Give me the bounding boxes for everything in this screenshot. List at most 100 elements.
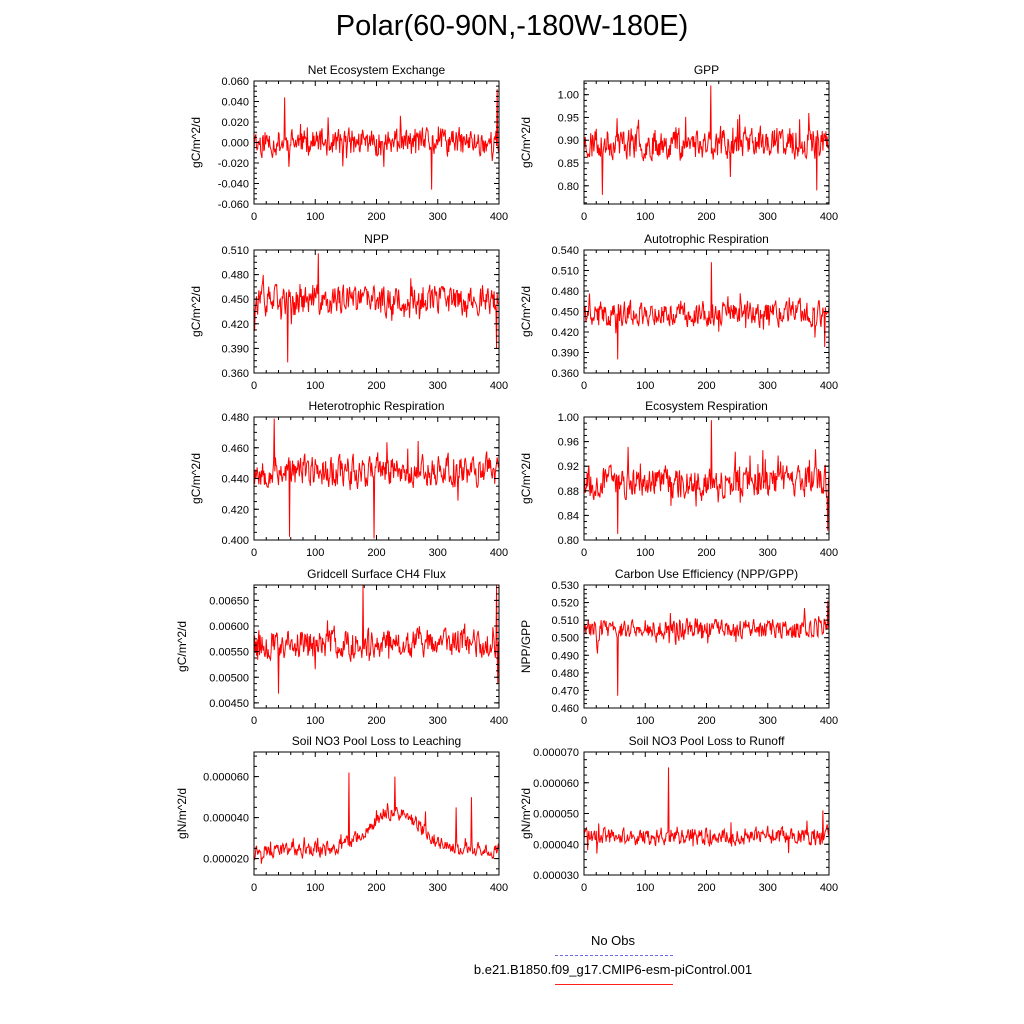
y-tick-label: 0.480 (221, 270, 249, 282)
y-tick-label: 0.540 (551, 245, 579, 257)
chart-title: Soil NO3 Pool Loss to Leaching (292, 734, 461, 748)
y-tick-label: 0.400 (221, 535, 249, 547)
x-tick-label: 100 (306, 715, 324, 727)
x-tick-label: 400 (820, 547, 838, 559)
x-tick-label: 400 (820, 715, 838, 727)
y-axis-label: gC/m^2/d (519, 117, 533, 168)
legend-line-model (555, 984, 673, 985)
chart-title: Autotrophic Respiration (644, 232, 769, 246)
chart-panel-6: Ecosystem Respiration gC/m^2/d 0 100 200 300 4… (519, 399, 838, 559)
y-tick-label: 1.00 (558, 90, 579, 102)
y-tick-label: 0.000070 (533, 747, 579, 759)
x-tick-label: 100 (306, 211, 324, 223)
x-tick-label: 100 (306, 882, 324, 894)
y-tick-label: -0.020 (218, 158, 249, 170)
y-tick-label: 0.00600 (209, 621, 249, 633)
x-tick-label: 300 (429, 882, 447, 894)
y-tick-label: 0.500 (551, 633, 579, 645)
x-tick-label: 200 (367, 211, 385, 223)
y-tick-label: 0.450 (551, 307, 579, 319)
y-tick-label: 0.85 (558, 158, 579, 170)
x-tick-label: 0 (251, 715, 257, 727)
x-tick-label: 0 (251, 547, 257, 559)
x-tick-label: 200 (367, 715, 385, 727)
x-tick-label: 0 (251, 882, 257, 894)
y-tick-label: 0.510 (221, 245, 249, 257)
x-tick-label: 100 (636, 380, 654, 392)
y-tick-label: -0.040 (218, 179, 249, 191)
x-tick-label: 200 (697, 380, 715, 392)
y-tick-label: 0.460 (551, 703, 579, 715)
chart-panel-8: Carbon Use Efficiency (NPP/GPP) NPP/GPP 0 1… (519, 567, 838, 727)
x-tick-label: 300 (429, 211, 447, 223)
y-tick-label: 0.96 (558, 437, 579, 449)
chart-title: Heterotrophic Respiration (308, 399, 444, 413)
y-tick-label: 0.470 (551, 685, 579, 697)
y-tick-label: 0.00650 (209, 595, 249, 607)
x-tick-label: 400 (490, 882, 508, 894)
y-tick-label: 0.530 (551, 580, 579, 592)
x-tick-label: 200 (697, 882, 715, 894)
y-tick-label: 0.00550 (209, 647, 249, 659)
series-line (583, 767, 830, 854)
x-tick-label: 0 (251, 211, 257, 223)
y-axis-label: gC/m^2/d (189, 117, 203, 168)
x-tick-label: 100 (306, 380, 324, 392)
series-line (253, 89, 500, 190)
y-tick-label: 0.000060 (203, 772, 249, 784)
y-tick-label: 0.000060 (533, 778, 579, 790)
x-tick-label: 400 (490, 547, 508, 559)
y-tick-label: 0.450 (221, 294, 249, 306)
y-tick-label: 0.000040 (533, 839, 579, 851)
y-axis-label: gC/m^2/d (189, 453, 203, 504)
y-tick-label: 0.360 (551, 368, 579, 380)
plot-frame (583, 584, 830, 709)
y-axis-label: gN/m^2/d (519, 788, 533, 839)
y-tick-label: 0.420 (221, 504, 249, 516)
x-tick-label: 100 (636, 547, 654, 559)
x-tick-label: 300 (759, 380, 777, 392)
y-tick-label: 0.00450 (209, 698, 249, 710)
y-tick-label: 0.92 (558, 461, 579, 473)
x-tick-label: 400 (490, 715, 508, 727)
chart-title: Soil NO3 Pool Loss to Runoff (629, 734, 786, 748)
y-tick-label: 0.440 (221, 474, 249, 486)
y-tick-label: 0.95 (558, 112, 579, 124)
y-tick-label: 0.480 (551, 668, 579, 680)
series-line (583, 85, 830, 195)
y-tick-label: 0.040 (221, 97, 249, 109)
x-tick-label: 0 (581, 715, 587, 727)
x-tick-label: 300 (759, 547, 777, 559)
y-axis-label: gC/m^2/d (189, 286, 203, 337)
y-tick-label: 0.000020 (203, 854, 249, 866)
y-tick-label: 0.00500 (209, 672, 249, 684)
y-tick-label: 0.060 (221, 76, 249, 88)
series-line (253, 584, 500, 694)
y-tick-label: 0.360 (221, 368, 249, 380)
chart-panel-9: Soil NO3 Pool Loss to Leaching gN/m^2/d 0 1… (175, 734, 508, 894)
x-tick-label: 300 (429, 547, 447, 559)
x-tick-label: 300 (429, 715, 447, 727)
legend-label-obs: No Obs (590, 933, 636, 948)
x-tick-label: 100 (306, 547, 324, 559)
x-tick-label: 0 (581, 547, 587, 559)
y-tick-label: 0.490 (551, 650, 579, 662)
x-tick-label: 100 (636, 882, 654, 894)
chart-panel-10: Soil NO3 Pool Loss to Runoff gN/m^2/d 0 100… (519, 734, 838, 894)
x-tick-label: 400 (490, 211, 508, 223)
chart-panel-3: NPP gC/m^2/d 0 100 200 300 400 0.360 0.390 0.420 0… (189, 232, 508, 392)
x-tick-label: 100 (636, 715, 654, 727)
chart-panel-2: GPP gC/m^2/d 0 100 200 300 400 0.80 0.85 0.90 0.95… (519, 63, 838, 223)
y-tick-label: 0.020 (221, 117, 249, 129)
page-title: Polar(60-90N,-180W-180E) (335, 10, 689, 42)
y-tick-label: 0.520 (551, 598, 579, 610)
y-tick-label: 0.480 (551, 286, 579, 298)
y-tick-label: 1.00 (558, 412, 579, 424)
x-tick-label: 200 (697, 211, 715, 223)
chart-title: Gridcell Surface CH4 Flux (307, 567, 446, 581)
chart-title: Ecosystem Respiration (645, 399, 768, 413)
x-tick-label: 300 (429, 380, 447, 392)
y-tick-label: 0.420 (221, 319, 249, 331)
x-tick-label: 200 (697, 715, 715, 727)
y-tick-label: 0.000030 (533, 870, 579, 882)
